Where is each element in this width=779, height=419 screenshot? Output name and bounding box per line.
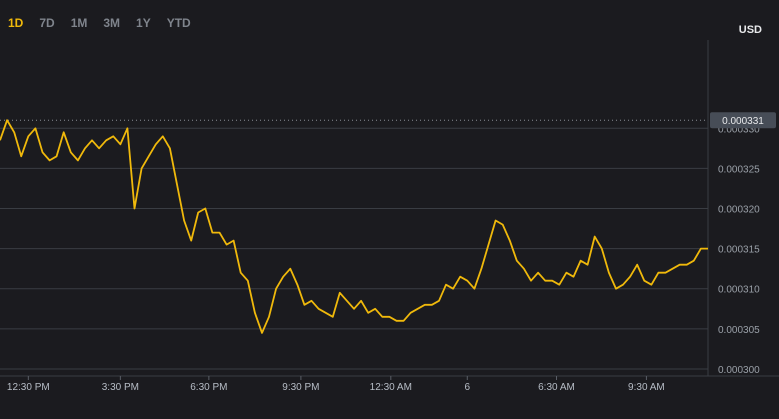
y-tick-label: 0.000305 bbox=[718, 325, 760, 336]
y-tick-label: 0.000320 bbox=[718, 205, 760, 216]
y-tick-label: 0.000325 bbox=[718, 164, 760, 175]
price-series-line bbox=[0, 119, 708, 334]
x-tick-label: 6:30 AM bbox=[538, 382, 575, 393]
x-tick-label: 6 bbox=[464, 382, 470, 393]
current-price-badge bbox=[710, 112, 776, 129]
tab-1d[interactable]: 1D bbox=[8, 16, 24, 30]
current-price-badge-label: 0.000331 bbox=[722, 116, 764, 127]
y-tick-label: 0.000310 bbox=[718, 285, 760, 296]
currency-label: USD bbox=[738, 24, 762, 36]
tab-7d[interactable]: 7D bbox=[39, 16, 55, 30]
x-tick-label: 9:30 AM bbox=[628, 382, 665, 393]
x-tick-label: 12:30 PM bbox=[7, 382, 50, 393]
x-tick-label: 3:30 PM bbox=[102, 382, 139, 393]
x-tick-label: 6:30 PM bbox=[190, 382, 227, 393]
y-tick-label: 0.000315 bbox=[718, 245, 760, 256]
tab-1m[interactable]: 1M bbox=[70, 16, 88, 30]
y-tick-label: 0.000300 bbox=[718, 365, 760, 376]
x-tick-label: 12:30 AM bbox=[370, 382, 412, 393]
x-tick-label: 9:30 PM bbox=[282, 382, 319, 393]
timeframe-tabs: 1D 7D 1M 3M 1Y YTD bbox=[8, 14, 207, 34]
y-tick-label: 0.000330 bbox=[718, 124, 760, 135]
tab-3m[interactable]: 3M bbox=[103, 16, 121, 30]
tab-1y[interactable]: 1Y bbox=[136, 16, 151, 30]
tab-ytd[interactable]: YTD bbox=[166, 16, 191, 30]
